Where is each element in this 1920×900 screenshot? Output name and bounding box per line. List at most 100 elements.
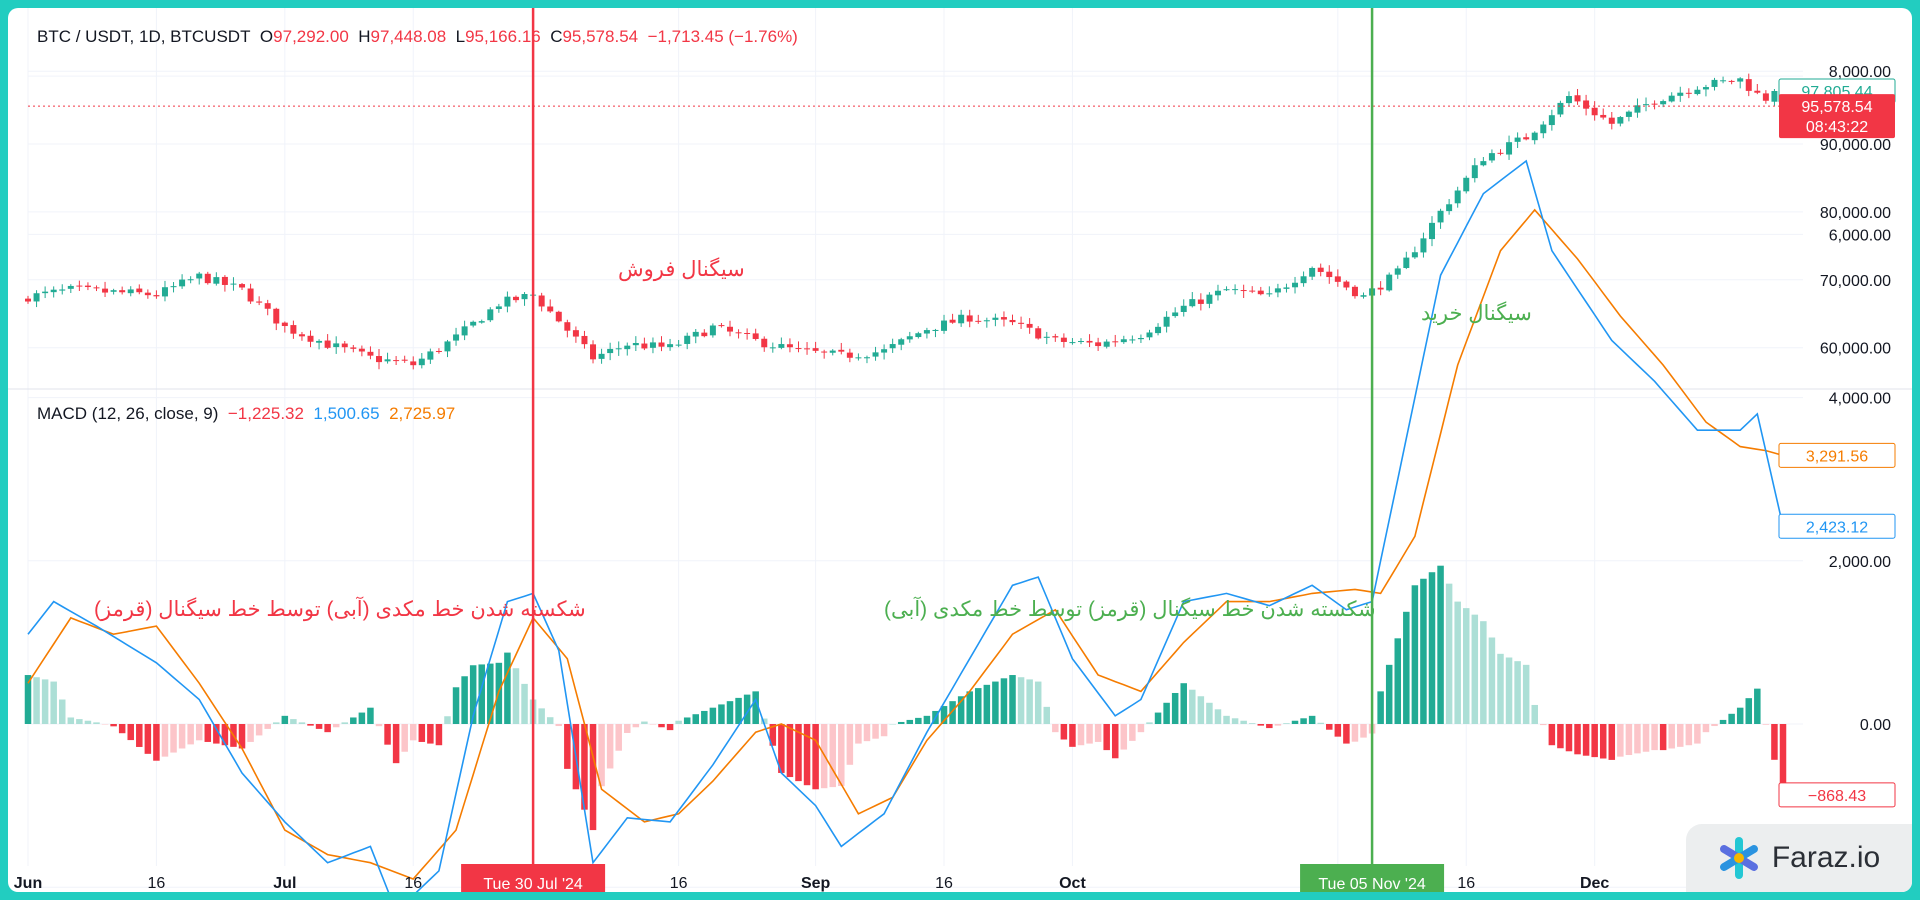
macd-histogram-bar [1248, 723, 1256, 724]
open-label: O [259, 27, 274, 46]
candle-body [427, 351, 434, 360]
macd-histogram-bar [195, 724, 203, 741]
candle-body [975, 320, 982, 322]
macd-histogram-bar [341, 722, 349, 724]
macd-histogram-bar [1351, 724, 1359, 742]
macd-histogram-bar [1257, 724, 1265, 726]
candle-body [624, 345, 631, 350]
macd-histogram-bar [1454, 601, 1461, 724]
signal-overlays [28, 8, 1788, 892]
candle-body [932, 329, 939, 331]
macd-histogram-bar [392, 724, 400, 764]
macd-histogram-bar [1154, 712, 1162, 724]
macd-histogram-bar [1574, 724, 1581, 755]
candle-body [153, 295, 160, 297]
candle-body [667, 344, 674, 348]
macd-histogram-bar [238, 724, 246, 749]
candle-body [1514, 137, 1521, 142]
candle-body [598, 353, 605, 359]
candle-body [1506, 142, 1513, 155]
chart-canvas[interactable]: 90,000.00 80,000.00 70,000.00 60,000.00 8,00… [8, 8, 1912, 892]
candle-body [718, 325, 725, 327]
macd-histogram-bar [1052, 724, 1059, 733]
candle-body [50, 289, 57, 293]
macd-histogram-bar [24, 675, 32, 724]
macd-axis-tick: 8,000.00 [1829, 64, 1891, 81]
candle-body [923, 330, 930, 334]
candle-body [1429, 222, 1435, 240]
macd-histogram-bar [1591, 724, 1598, 758]
macd-histogram-bar [1385, 664, 1393, 724]
candle-body [1523, 137, 1530, 140]
candle-body [846, 352, 853, 358]
candle-body [1420, 238, 1427, 253]
macd-histogram-bar [778, 724, 785, 773]
candle-body [453, 334, 460, 341]
candle-body [213, 277, 220, 284]
macd-histogram-bar [1462, 608, 1470, 724]
price-axis-tick: 80,000.00 [1820, 205, 1891, 222]
candle-body [1035, 328, 1042, 339]
symbol-name[interactable]: BTC / USDT, 1D, BTCUSDT [37, 27, 251, 46]
high-value: 97,448.08 [370, 27, 447, 46]
macd-histogram-bar [598, 724, 605, 787]
candle-body [1771, 91, 1778, 102]
macd-histogram-bar [735, 697, 742, 724]
macd-histogram-bar [178, 724, 186, 749]
macd-histogram-bar [1086, 724, 1093, 744]
candle-body [1737, 78, 1744, 82]
macd-histogram-bar [1137, 724, 1145, 733]
macd-histogram-bar [1608, 724, 1616, 760]
candle-body [376, 356, 382, 363]
candle-body [350, 347, 357, 349]
macd-histogram-bar [709, 707, 717, 724]
macd-histogram-bar [435, 724, 443, 746]
candle-body [1060, 337, 1067, 342]
candle-body [358, 348, 365, 352]
candle-body [727, 326, 733, 332]
time-axis-tick: Dec [1580, 875, 1609, 892]
macd-histogram-bar [1445, 583, 1453, 724]
macd-indicator-name[interactable]: MACD (12, 26, close, 9) [37, 404, 219, 423]
candle-body [93, 287, 100, 289]
macd-histogram-bar [1308, 715, 1316, 724]
time-axis-tick: 16 [404, 875, 422, 892]
macd-histogram-bar [923, 715, 931, 724]
macd-histogram-bar [127, 724, 134, 741]
candle-body [709, 325, 716, 336]
candle-body [281, 322, 288, 327]
macd-histogram-bar [469, 665, 477, 724]
candle-body [230, 283, 237, 285]
candle-body [1232, 289, 1239, 291]
macd-histogram-bar [538, 708, 545, 724]
candle-body [1155, 326, 1162, 334]
macd-histogram-bar [1069, 724, 1076, 747]
candle-body [915, 333, 922, 338]
time-axis-tick: Jul [273, 875, 296, 892]
candle-body [204, 273, 211, 284]
candle-body [393, 360, 400, 362]
candle-body [1326, 271, 1333, 278]
macd-histogram-bar [897, 721, 905, 724]
macd-histogram-bar [940, 706, 948, 724]
histogram-value-label-box [1778, 782, 1896, 808]
candle-body [119, 290, 126, 293]
candle-body [1274, 288, 1281, 293]
macd-histogram-bar [136, 724, 143, 747]
candle-body [632, 343, 639, 346]
candlestick-series [25, 73, 1786, 370]
macd-histogram-bar [624, 724, 631, 733]
macd-histogram-bar [726, 701, 734, 724]
macd-histogram-bar [1642, 724, 1650, 752]
countdown-label: 08:43:22 [1806, 119, 1868, 136]
candle-body [881, 349, 888, 353]
candle-body [983, 320, 990, 322]
macd-histogram-bar [110, 724, 117, 727]
candle-body [1711, 79, 1718, 87]
candle-body [1386, 274, 1393, 291]
candle-body [906, 336, 913, 340]
candle-body [1702, 87, 1709, 90]
candle-body [461, 326, 468, 336]
macd-histogram-bar [1291, 720, 1299, 724]
candle-body [239, 284, 246, 288]
